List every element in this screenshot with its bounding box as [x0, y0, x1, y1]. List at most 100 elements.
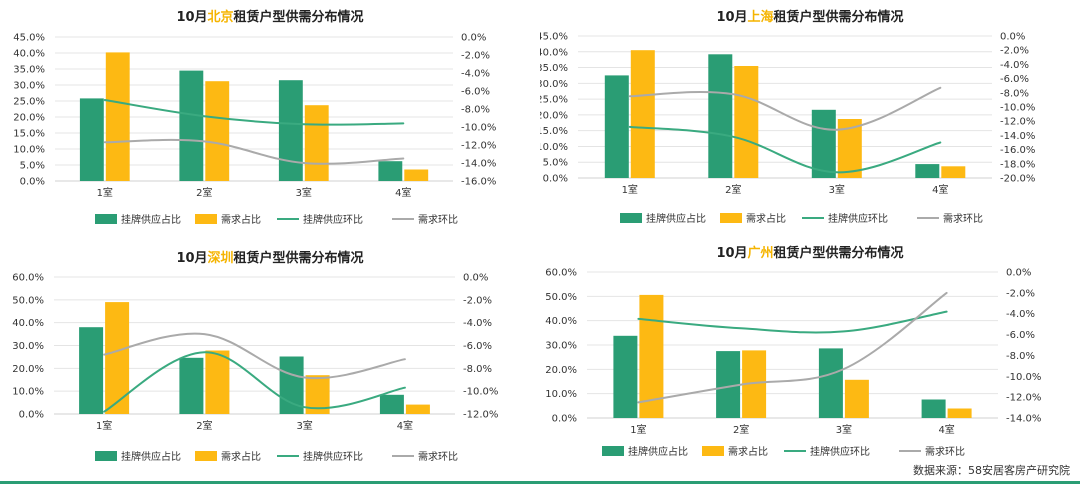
legend-label-demand-mom: 需求环比 — [925, 446, 965, 458]
title-suffix: 租赁户型供需分布情况 — [773, 10, 904, 25]
title-suffix: 租赁户型供需分布情况 — [233, 10, 364, 25]
y-left-tick-label: 50.0% — [545, 292, 577, 303]
y-left-tick-label: 0.0% — [20, 177, 45, 188]
bar-supply-share — [179, 357, 204, 414]
chart-title-shanghai: 10月上海租赁户型供需分布情况 — [540, 6, 1080, 25]
title-city: 深圳 — [207, 251, 234, 266]
y-left-tick-label: 10.0% — [540, 142, 568, 153]
x-tick-label: 4室 — [395, 186, 411, 199]
bar-supply-share — [613, 335, 638, 418]
legend-swatch-supply-share — [602, 446, 624, 456]
y-right-tick-label: -8.0% — [461, 105, 490, 116]
bar-supply-share — [79, 98, 104, 181]
chart-guangzhou-svg: 0.0% 10.0% 20.0% 30.0% 40.0% 50.0% 60.0% 0.0% -2… — [545, 268, 1041, 459]
y-left-tick-label: 25.0% — [540, 95, 568, 106]
y-right-tick-label: -16.0% — [1000, 145, 1035, 156]
bar-demand-share — [844, 379, 869, 418]
legend-label-supply-share: 挂牌供应占比 — [646, 212, 706, 225]
legend-swatch-supply-share — [95, 451, 117, 461]
y-left-tick-label: 5.0% — [20, 161, 45, 172]
y-right-tick-label: -4.0% — [1006, 309, 1035, 320]
y-left-tick-label: 20.0% — [12, 364, 44, 375]
bar-supply-share — [818, 348, 843, 418]
chart-beijing: 10月北京租赁户型供需分布情况 0.0% 5.0% 10.0% 15.0% 20.0% 2… — [0, 0, 540, 240]
x-tick-label: 1室 — [630, 423, 646, 436]
bar-supply-share — [279, 356, 304, 414]
y-left-tick-label: 30.0% — [13, 81, 45, 92]
line-supply-mom — [103, 351, 406, 413]
legend-label-supply-share: 挂牌供应占比 — [628, 445, 688, 458]
legend-label-demand-share: 需求占比 — [221, 213, 261, 226]
legend-label-demand-share: 需求占比 — [728, 445, 768, 458]
title-suffix: 租赁户型供需分布情况 — [773, 246, 904, 261]
legend: 挂牌供应占比 需求占比 挂牌供应环比 需求环比 — [95, 450, 458, 463]
bar-demand-share — [734, 66, 759, 178]
legend-label-demand-mom: 需求环比 — [943, 213, 983, 225]
y-left-tick-label: 50.0% — [12, 295, 44, 306]
legend-swatch-demand-share — [720, 213, 742, 223]
y-right-tick-label: -10.0% — [463, 387, 498, 398]
y-right-tick-label: -4.0% — [461, 69, 490, 80]
x-tick-label: 3室 — [296, 419, 312, 432]
y-right-tick-label: -14.0% — [1000, 131, 1035, 142]
chart-guangzhou: 10月广州租赁户型供需分布情况 0.0% 10.0% 20.0% 30.0% 40.0%… — [540, 240, 1080, 484]
y-left-tick-label: 30.0% — [12, 341, 44, 352]
y-right-tick-label: -10.0% — [461, 123, 496, 134]
y-left-tick-label: 30.0% — [540, 79, 568, 90]
x-tick-label: 1室 — [97, 186, 113, 199]
legend-label-demand-mom: 需求环比 — [418, 451, 458, 463]
y-right-tick-label: -8.0% — [1000, 88, 1029, 99]
legend-swatch-supply-share — [620, 213, 642, 223]
y-left-tick-label: 20.0% — [545, 365, 577, 376]
y-right-tick-label: 0.0% — [1006, 268, 1031, 279]
bar-supply-share — [379, 394, 404, 414]
y-left-tick-label: 60.0% — [12, 273, 44, 284]
y-right-tick-label: -6.0% — [1006, 330, 1035, 341]
legend-label-demand-share: 需求占比 — [221, 450, 261, 463]
x-tick-label: 4室 — [932, 183, 948, 196]
y-left-tick-label: 10.0% — [13, 145, 45, 156]
x-tick-label: 3室 — [836, 423, 852, 436]
bar-demand-share — [947, 408, 972, 418]
chart-shanghai-svg: 0.0% 5.0% 10.0% 15.0% 20.0% 25.0% 30.0% 35.0% 40… — [540, 32, 1035, 226]
bar-demand-share — [205, 350, 230, 414]
line-supply-mom — [103, 99, 405, 126]
title-city: 北京 — [207, 10, 234, 25]
y-right-tick-label: -2.0% — [463, 295, 492, 306]
bar-supply-share — [708, 54, 733, 178]
chart-title-shenzhen: 10月深圳租赁户型供需分布情况 — [0, 247, 540, 266]
legend-label-supply-mom: 挂牌供应环比 — [303, 450, 363, 463]
y-left-tick-label: 25.0% — [13, 97, 45, 108]
line-demand-mom — [103, 332, 406, 380]
y-right-tick-label: -18.0% — [1000, 159, 1035, 170]
bar-supply-share — [604, 75, 629, 178]
chart-shenzhen-svg: 0.0% 10.0% 20.0% 30.0% 40.0% 50.0% 60.0% 0.0% -2… — [12, 273, 498, 464]
bar-demand-share — [404, 169, 429, 181]
bar-demand-share — [205, 81, 230, 181]
y-right-tick-label: 0.0% — [461, 33, 486, 44]
y-left-tick-label: 15.0% — [540, 126, 568, 137]
y-left-tick-label: 40.0% — [545, 316, 577, 327]
y-left-tick-label: 40.0% — [540, 47, 568, 58]
legend-swatch-demand-share — [195, 451, 217, 461]
line-supply-mom — [628, 125, 942, 174]
title-city: 上海 — [747, 10, 774, 25]
bottom-rule — [0, 481, 1080, 484]
legend-swatch-demand-share — [195, 214, 217, 224]
bar-supply-share — [79, 327, 104, 414]
y-left-tick-label: 35.0% — [13, 65, 45, 76]
y-right-tick-label: -12.0% — [1000, 117, 1035, 128]
title-prefix: 10月 — [176, 10, 208, 25]
y-right-tick-label: -14.0% — [461, 159, 496, 170]
y-left-tick-label: 0.0% — [19, 410, 44, 421]
x-tick-label: 4室 — [397, 419, 413, 432]
line-demand-mom — [628, 86, 942, 131]
legend: 挂牌供应占比 需求占比 挂牌供应环比 需求环比 — [620, 212, 983, 225]
x-tick-label: 1室 — [622, 183, 638, 196]
x-tick-label: 4室 — [938, 423, 954, 436]
y-right-tick-label: -10.0% — [1006, 372, 1041, 383]
y-left-tick-label: 20.0% — [540, 110, 568, 121]
y-right-tick-label: -8.0% — [1006, 351, 1035, 362]
y-right-tick-label: -10.0% — [1000, 103, 1035, 114]
bar-demand-share — [304, 105, 329, 181]
